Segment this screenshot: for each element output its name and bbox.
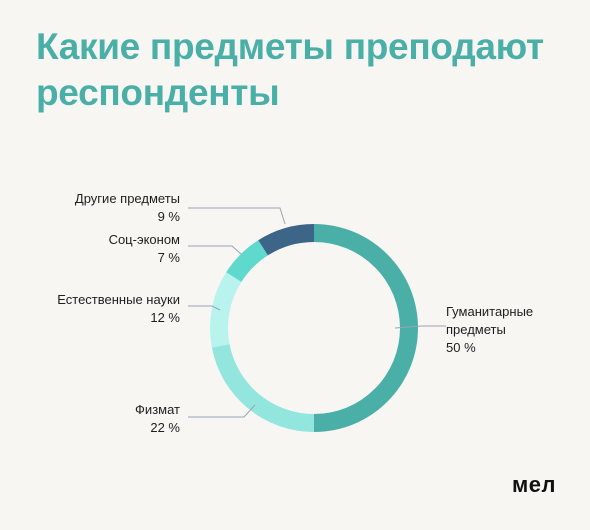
leader-line-физмат (188, 404, 256, 418)
slice-label-естественные-науки: Естественные науки 12 % (57, 292, 180, 325)
slice-физмат (211, 344, 314, 432)
slice-label-физмат: Физмат 22 % (135, 402, 180, 435)
slice-label-соц-эконом: Соц-эконом 7 % (109, 232, 181, 265)
slice-гуманитарные-предметы (314, 224, 418, 432)
chart-title: Какие предметы преподают респонденты (36, 26, 544, 113)
slice-естественные-науки (210, 272, 242, 348)
slice-label-другие-предметы: Другие предметы 9 % (75, 191, 181, 224)
leader-line-соц-эконом (188, 245, 242, 255)
leader-line-гуманитарные-предметы (394, 325, 446, 329)
slice-соц-эконом (226, 240, 268, 282)
slice-label-гуманитарные-предметы: Гуманитарные предметы 50 % (446, 304, 533, 355)
leader-line-другие-предметы (188, 207, 286, 225)
leader-line-естественные-науки (188, 305, 221, 311)
slice-другие-предметы (258, 224, 314, 256)
mel-logo: мел (512, 472, 556, 497)
